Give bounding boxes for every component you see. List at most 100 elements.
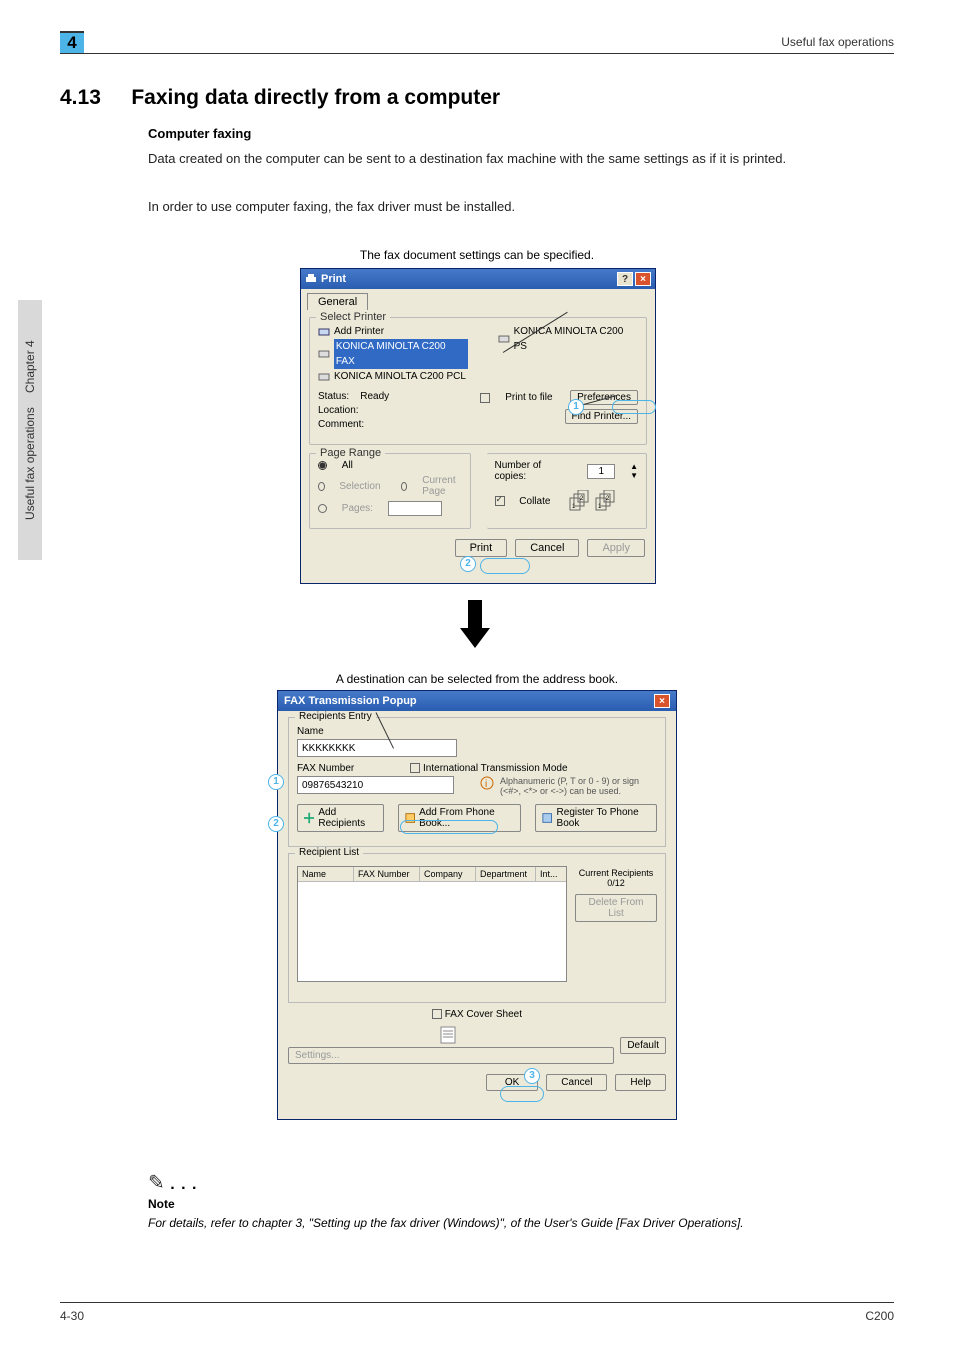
book-icon bbox=[405, 812, 415, 824]
page-header: 4 Useful fax operations bbox=[60, 28, 894, 54]
callout-2: 2 bbox=[460, 556, 476, 572]
arrow-down-icon bbox=[460, 600, 490, 650]
collate-icon: 1212 bbox=[568, 490, 618, 512]
fax-title: FAX Transmission Popup bbox=[284, 695, 417, 707]
page-range-legend: Page Range bbox=[316, 447, 385, 459]
svg-text:2: 2 bbox=[580, 496, 584, 502]
delete-from-list-button[interactable]: Delete From List bbox=[575, 894, 657, 922]
print-dialog: Print ? × General Select Printer Add Pri… bbox=[300, 268, 656, 584]
footer-left: 4-30 bbox=[60, 1309, 84, 1323]
svg-text:2: 2 bbox=[606, 496, 610, 502]
radio-all[interactable] bbox=[318, 461, 327, 470]
section-title: Faxing data directly from a computer bbox=[131, 86, 500, 109]
chapter-badge: 4 bbox=[60, 31, 84, 53]
printer-icon bbox=[305, 273, 317, 285]
recipient-list-header: Name FAX Number Company Department Int..… bbox=[298, 867, 566, 882]
callout-1: 1 bbox=[568, 399, 584, 415]
page-footer: 4-30 C200 bbox=[60, 1302, 894, 1326]
help-button-fax[interactable]: Help bbox=[615, 1074, 666, 1091]
note-text: For details, refer to chapter 3, "Settin… bbox=[148, 1215, 894, 1232]
settings-button[interactable]: Settings... bbox=[288, 1047, 614, 1064]
printer-add[interactable]: Add Printer bbox=[318, 324, 468, 339]
svg-text:1: 1 bbox=[572, 504, 576, 510]
apply-button[interactable]: Apply bbox=[587, 539, 645, 557]
intl-label: International Transmission Mode bbox=[423, 763, 568, 774]
caption-print-dialog: The fax document settings can be specifi… bbox=[0, 248, 954, 262]
document-icon bbox=[439, 1026, 457, 1044]
body-paragraph-1: Data created on the computer can be sent… bbox=[148, 150, 894, 168]
fax-close-button[interactable]: × bbox=[654, 694, 670, 708]
faxnum-hint: Alphanumeric (P, T or 0 - 9) or sign (<#… bbox=[500, 776, 657, 796]
page-range-fieldset: Page Range All Selection Current Page Pa… bbox=[309, 453, 471, 529]
register-phonebook-button[interactable]: Register To Phone Book bbox=[535, 804, 657, 832]
callout-fax-2: 2 bbox=[268, 816, 284, 832]
recipient-list-legend: Recipient List bbox=[295, 847, 363, 858]
tab-bar: General bbox=[301, 289, 655, 313]
print-to-file-label: Print to file bbox=[505, 392, 552, 403]
side-chapter-label: Chapter 4 bbox=[23, 340, 37, 393]
name-label: Name bbox=[297, 726, 657, 737]
side-section-label: Useful fax operations bbox=[23, 407, 37, 520]
print-button[interactable]: Print bbox=[455, 539, 508, 557]
note-label: Note bbox=[148, 1197, 894, 1211]
faxnum-label: FAX Number bbox=[297, 763, 354, 774]
printer-list-left: Add Printer KONICA MINOLTA C200 FAX KONI… bbox=[318, 324, 468, 384]
copies-fieldset: Number of copies: ▲▼ Collate 1212 bbox=[487, 453, 648, 529]
radio-pages[interactable] bbox=[318, 504, 327, 513]
info-icon: i bbox=[480, 776, 494, 790]
print-title: Print bbox=[321, 273, 346, 285]
help-button[interactable]: ? bbox=[617, 272, 633, 286]
printer-fax[interactable]: KONICA MINOLTA C200 FAX bbox=[318, 339, 468, 369]
fax-dialog: FAX Transmission Popup × Recipients Entr… bbox=[277, 690, 677, 1120]
select-printer-legend: Select Printer bbox=[316, 311, 390, 323]
note-icon: ✎ bbox=[148, 1172, 165, 1194]
intl-checkbox[interactable] bbox=[410, 763, 420, 773]
recipient-count: Current Recipients 0/12 bbox=[575, 868, 657, 888]
add-recipients-button[interactable]: Add Recipients bbox=[297, 804, 384, 832]
section-number: 4.13 bbox=[60, 86, 101, 109]
print-dialog-buttons: Print Cancel Apply bbox=[301, 533, 655, 563]
svg-text:1: 1 bbox=[598, 504, 602, 510]
print-titlebar: Print ? × bbox=[301, 269, 655, 289]
side-tab: Useful fax operations Chapter 4 bbox=[18, 300, 42, 560]
recipients-entry-fieldset: Recipients Entry Name FAX Number Interna… bbox=[288, 717, 666, 847]
printer-pcl[interactable]: KONICA MINOLTA C200 PCL bbox=[318, 369, 468, 384]
add-from-phonebook-button[interactable]: Add From Phone Book... bbox=[398, 804, 521, 832]
pages-input[interactable] bbox=[388, 501, 442, 516]
printer-icon bbox=[318, 348, 330, 360]
recipients-entry-legend: Recipients Entry bbox=[295, 711, 376, 722]
tab-general[interactable]: General bbox=[307, 293, 368, 310]
fax-cancel-button[interactable]: Cancel bbox=[546, 1074, 607, 1091]
radio-selection[interactable] bbox=[318, 482, 325, 491]
note-block: ✎ . . . Note For details, refer to chapt… bbox=[148, 1170, 894, 1232]
collate-checkbox[interactable] bbox=[495, 496, 505, 506]
svg-text:i: i bbox=[485, 779, 487, 790]
cover-sheet-label: FAX Cover Sheet bbox=[445, 1009, 522, 1020]
print-to-file-checkbox[interactable] bbox=[480, 393, 490, 403]
section-heading: 4.13 Faxing data directly from a compute… bbox=[60, 86, 894, 110]
register-icon bbox=[542, 812, 552, 824]
printer-icon bbox=[318, 371, 330, 383]
caption-fax-dialog: A destination can be selected from the a… bbox=[0, 672, 954, 686]
add-printer-icon bbox=[318, 326, 330, 338]
fax-titlebar: FAX Transmission Popup × bbox=[278, 691, 676, 711]
callout-fax-1: 1 bbox=[268, 774, 284, 790]
subheading: Computer faxing bbox=[148, 126, 251, 141]
default-button[interactable]: Default bbox=[620, 1037, 666, 1054]
copies-input[interactable] bbox=[587, 464, 615, 479]
body-paragraph-2: In order to use computer faxing, the fax… bbox=[148, 198, 894, 216]
header-right-text: Useful fax operations bbox=[781, 35, 894, 49]
name-input[interactable] bbox=[297, 739, 457, 757]
recipient-list-fieldset: Recipient List Name FAX Number Company D… bbox=[288, 853, 666, 1003]
radio-current-page[interactable] bbox=[401, 482, 408, 491]
add-icon bbox=[304, 812, 314, 824]
cover-sheet-checkbox[interactable] bbox=[432, 1009, 442, 1019]
callout-fax-3: 3 bbox=[524, 1068, 540, 1084]
faxnum-input[interactable] bbox=[297, 776, 454, 794]
select-printer-fieldset: Select Printer Add Printer KONICA MINOLT… bbox=[309, 317, 647, 445]
status-left: Status: Ready Location: Comment: bbox=[318, 390, 389, 432]
close-button[interactable]: × bbox=[635, 272, 651, 286]
recipient-list[interactable]: Name FAX Number Company Department Int..… bbox=[297, 866, 567, 982]
cancel-button[interactable]: Cancel bbox=[515, 539, 579, 557]
printer-ps[interactable]: KONICA MINOLTA C200 PS bbox=[498, 324, 638, 354]
